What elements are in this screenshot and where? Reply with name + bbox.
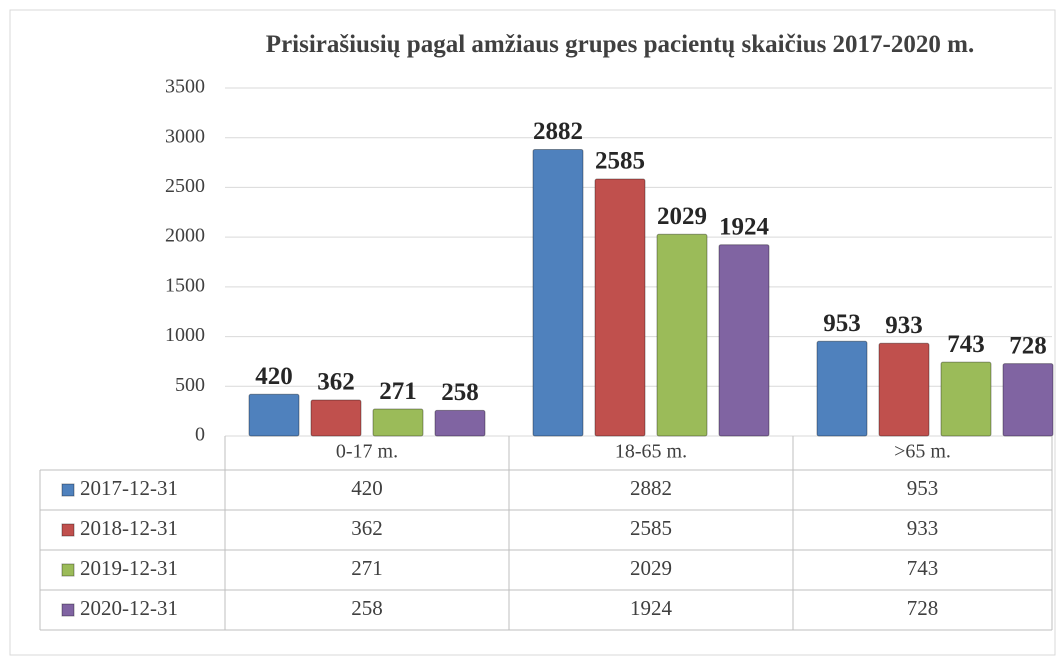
- bar: [372, 408, 424, 437]
- legend-label: 2017-12-31: [80, 476, 178, 500]
- data-label: 743: [947, 331, 985, 358]
- data-label: 258: [441, 379, 479, 406]
- legend-swatch: [61, 563, 75, 577]
- table-cell: 1924: [630, 596, 673, 620]
- data-label: 2029: [657, 203, 707, 230]
- table-cell: 2882: [630, 476, 672, 500]
- legend-swatch: [61, 523, 75, 537]
- x-tick-label: 0-17 m.: [336, 441, 398, 463]
- bar: [878, 342, 930, 437]
- bar: [594, 178, 646, 437]
- y-tick-label: 0: [195, 424, 205, 446]
- bar: [310, 399, 362, 437]
- legend-label: 2019-12-31: [80, 556, 178, 580]
- chart-border: [9, 9, 1056, 656]
- data-label: 420: [255, 363, 293, 390]
- y-tick-label: 3500: [165, 76, 205, 98]
- bar: [940, 361, 992, 437]
- table-cell: 953: [907, 476, 939, 500]
- data-label: 728: [1009, 332, 1047, 359]
- bar: [1002, 363, 1054, 437]
- legend-swatch: [61, 603, 75, 617]
- data-label: 2585: [595, 148, 645, 175]
- table-cell: 258: [351, 596, 383, 620]
- table-cell: 362: [351, 516, 383, 540]
- y-tick-label: 1500: [165, 274, 205, 296]
- bar: [248, 393, 300, 437]
- chart-title: Prisirašiusių pagal amžiaus grupes pacie…: [265, 31, 975, 58]
- data-label: 953: [823, 310, 861, 337]
- data-label: 1924: [719, 213, 770, 240]
- legend-label: 2020-12-31: [80, 596, 178, 620]
- bar: [434, 409, 486, 437]
- data-label: 933: [885, 312, 923, 339]
- data-label: 362: [317, 369, 355, 396]
- y-tick-label: 3000: [165, 125, 205, 147]
- table-cell: 271: [351, 556, 383, 580]
- y-tick-label: 500: [175, 374, 205, 396]
- legend-label: 2018-12-31: [80, 516, 178, 540]
- x-tick-label: >65 m.: [894, 441, 951, 463]
- y-tick-label: 1000: [165, 324, 205, 346]
- table-cell: 728: [907, 596, 939, 620]
- data-label: 2882: [533, 118, 583, 145]
- table-cell: 2029: [630, 556, 672, 580]
- table-cell: 2585: [630, 516, 672, 540]
- table-cell: 933: [907, 516, 939, 540]
- data-label: 271: [379, 378, 417, 405]
- bar: [816, 340, 868, 437]
- y-tick-label: 2500: [165, 175, 205, 197]
- bar: [656, 233, 708, 437]
- bar: [532, 148, 584, 437]
- y-tick-label: 2000: [165, 225, 205, 247]
- bar: [718, 244, 770, 437]
- legend-swatch: [61, 483, 75, 497]
- x-tick-label: 18-65 m.: [615, 441, 687, 463]
- table-cell: 743: [907, 556, 939, 580]
- table-cell: 420: [351, 476, 383, 500]
